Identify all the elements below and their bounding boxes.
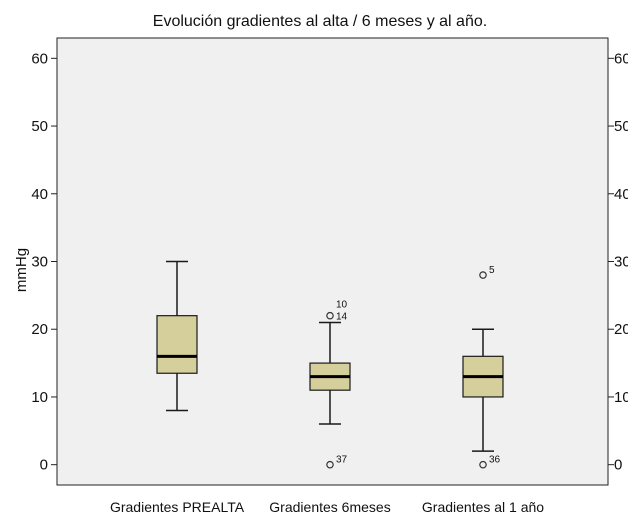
y-tick-label-right: 0	[614, 457, 622, 474]
outlier-label: 5	[489, 265, 495, 276]
outlier-label: 37	[336, 455, 348, 466]
y-tick-label-left: 20	[31, 321, 48, 338]
outlier-point	[479, 271, 487, 279]
outlier-point	[479, 460, 487, 469]
y-tick-label-left: 10	[31, 389, 48, 406]
y-tick-label-left: 0	[40, 457, 48, 474]
category-label: Gradientes PREALTA	[110, 499, 245, 515]
y-tick-label-left: 50	[31, 118, 48, 135]
box-group	[156, 260, 198, 412]
category-label: Gradientes 6meses	[269, 499, 390, 515]
y-tick-label-right: 40	[614, 186, 628, 203]
y-tick-label-right: 20	[614, 321, 628, 338]
y-tick-label-left: 40	[31, 186, 48, 203]
y-tick-label-left: 60	[31, 50, 48, 67]
plot-area	[56, 37, 609, 486]
y-tick-label-left: 30	[31, 254, 48, 271]
outlier-point	[326, 460, 334, 469]
outlier-point	[326, 311, 334, 320]
outlier-label: 36	[489, 455, 501, 466]
y-tick-label-right: 60	[614, 50, 628, 67]
y-axis-left: 0 10 20 30 40 50 60	[31, 50, 57, 474]
chart-title: Evolución gradientes al alta / 6 meses y…	[153, 13, 487, 30]
outlier-label: 14	[336, 312, 348, 323]
y-axis-right: 0 10 20 30 40 50 60	[608, 50, 628, 474]
category-label: Gradientes al 1 año	[422, 499, 544, 515]
box-iqr	[156, 315, 198, 374]
y-tick-label-right: 10	[614, 389, 628, 406]
box-group: 5 36	[462, 265, 504, 469]
outlier-label: 10	[336, 300, 348, 311]
y-tick-label-right: 30	[614, 254, 628, 271]
y-axis-title: mmHg	[13, 248, 30, 292]
y-tick-label-right: 50	[614, 118, 628, 135]
x-axis: Gradientes PREALTA Gradientes 6meses Gradi…	[110, 499, 544, 515]
